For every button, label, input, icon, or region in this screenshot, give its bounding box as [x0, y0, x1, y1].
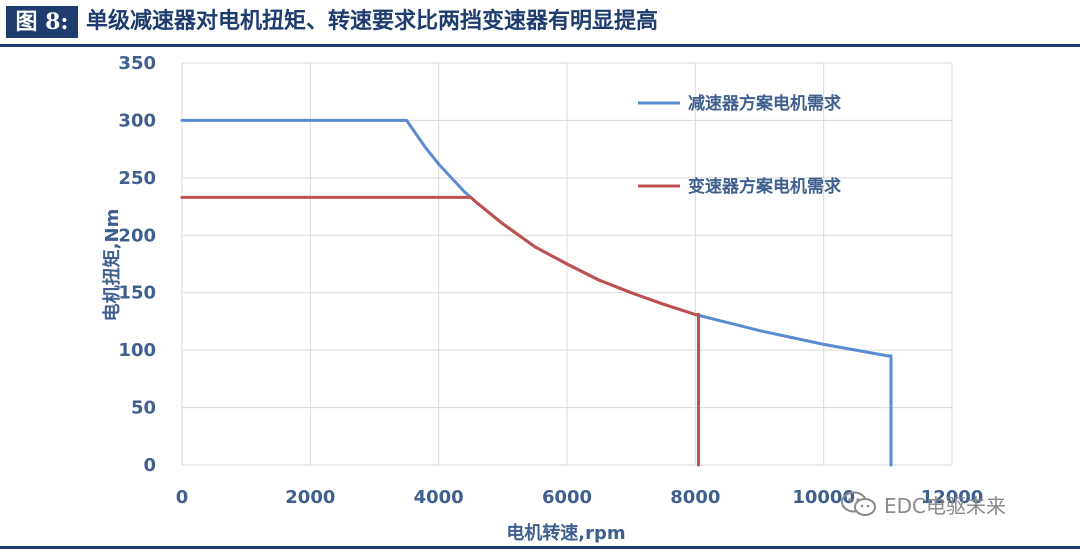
wechat-icon	[841, 491, 876, 516]
gridlines	[181, 62, 953, 466]
series-line-gearbox	[180, 195, 700, 467]
y-tick-labels: 0 50 100 150 200 250 300 350	[118, 53, 156, 476]
y-tick-label: 0	[143, 455, 156, 476]
y-tick-label: 150	[118, 283, 156, 304]
series-lines	[180, 118, 893, 467]
x-tick-label: 4000	[414, 487, 464, 508]
x-tick-label: 2000	[285, 487, 335, 508]
y-tick-label: 300	[118, 110, 156, 131]
y-tick-label: 100	[118, 340, 156, 361]
top-rule	[0, 44, 1080, 47]
bottom-rule	[0, 546, 1080, 549]
figure-header: 图 8: 单级减速器对电机扭矩、转速要求比两挡变速器有明显提高	[0, 0, 1080, 44]
y-tick-label: 350	[118, 53, 156, 74]
figure-title: 单级减速器对电机扭矩、转速要求比两挡变速器有明显提高	[86, 9, 659, 34]
y-axis-title: 电机扭矩,Nm	[101, 209, 123, 322]
watermark-text: EDC电驱未来	[884, 493, 1007, 518]
y-tick-label: 50	[131, 398, 156, 419]
y-tick-label: 250	[118, 168, 156, 189]
legend-label: 减速器方案电机需求	[688, 93, 841, 114]
x-tick-label: 8000	[670, 487, 720, 508]
x-tick-label: 6000	[542, 487, 592, 508]
x-tick-label: 12000	[921, 487, 984, 508]
y-tick-label: 200	[118, 225, 156, 246]
figure-number: 图 8:	[6, 6, 78, 38]
x-tick-label: 0	[176, 487, 189, 508]
x-tick-label: 10000	[792, 487, 855, 508]
legend-label: 变速器方案电机需求	[688, 176, 841, 197]
x-axis-title: 电机转速,rpm	[506, 522, 625, 544]
x-tick-labels: 0 2000 4000 6000 8000 10000 12000	[176, 487, 984, 508]
watermark: EDC电驱未来	[840, 488, 1006, 520]
